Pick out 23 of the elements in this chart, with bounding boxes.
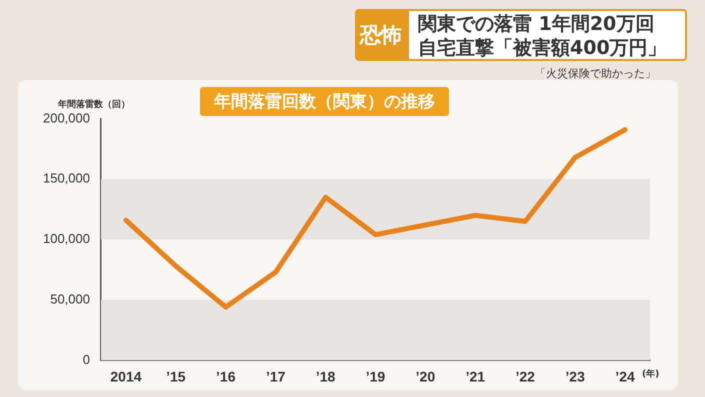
x-tick-label: ’16 <box>216 368 236 384</box>
chart-title: 年間落雷回数（関東）の推移 <box>200 87 449 116</box>
text: 恐怖 <box>355 9 407 61</box>
x-tick-label: ’24 <box>615 368 635 384</box>
y-tick-label: 200,000 <box>42 110 90 126</box>
y-axis-title: 年間落雷数（回） <box>58 98 130 111</box>
x-axis-title: (年) <box>642 368 660 380</box>
x-tick-label: ’18 <box>316 368 336 384</box>
x-tick-label: ’15 <box>166 368 186 384</box>
text: 関東での落雷 1年間20万回 <box>418 12 654 37</box>
x-tick-label: ’20 <box>416 368 436 384</box>
x-tick-label: ’17 <box>266 368 286 384</box>
y-tick-label: 100,000 <box>42 231 90 246</box>
x-tick-label: ’22 <box>515 368 536 384</box>
text: 自宅直撃「被害額400万円」 <box>418 36 667 61</box>
y-tick-label: 0 <box>82 352 90 367</box>
x-tick-label: ’19 <box>366 368 386 384</box>
text: 「火災保険で助かった」 <box>535 66 656 81</box>
x-tick-label: 2014 <box>110 368 142 384</box>
y-tick-label: 150,000 <box>42 170 90 186</box>
x-tick-label: ’21 <box>466 368 486 384</box>
x-tick-label: ’23 <box>565 368 586 384</box>
y-tick-label: 50,000 <box>50 291 90 306</box>
